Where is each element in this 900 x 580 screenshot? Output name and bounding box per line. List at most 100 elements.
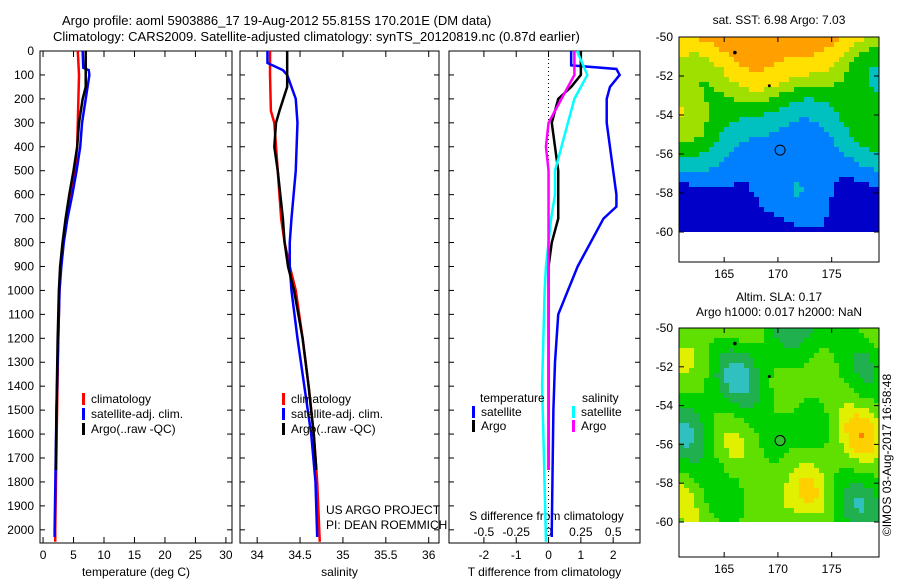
map-cell: [839, 82, 844, 87]
map-cell: [834, 438, 839, 443]
map-cell: [789, 448, 794, 453]
map-cell: [709, 142, 714, 147]
map-cell: [839, 448, 844, 453]
map-cell: [829, 147, 834, 152]
map-cell: [759, 508, 764, 513]
map-cell: [789, 503, 794, 508]
map-cell: [689, 107, 694, 112]
map-cell: [824, 87, 829, 92]
map-cell: [759, 42, 764, 47]
map-cell: [769, 508, 774, 513]
map-cell: [724, 348, 729, 353]
map-cell: [699, 453, 704, 458]
map-cell: [764, 433, 769, 438]
map-cell: [869, 192, 874, 197]
map-cell: [839, 493, 844, 498]
map-cell: [734, 182, 739, 187]
map-cell: [694, 202, 699, 207]
map-cell: [764, 167, 769, 172]
map-cell: [739, 37, 744, 42]
map-cell: [859, 107, 864, 112]
map-cell: [769, 403, 774, 408]
map-cell: [839, 217, 844, 222]
map-cell: [724, 513, 729, 518]
map-cell: [734, 42, 739, 47]
map-cell: [844, 463, 849, 468]
map-cell: [859, 438, 864, 443]
map-cell: [789, 62, 794, 67]
map-cell: [869, 147, 874, 152]
map-cell: [694, 338, 699, 343]
map-cell: [869, 87, 874, 92]
map-cell: [724, 388, 729, 393]
map-cell: [779, 197, 784, 202]
map-cell: [744, 388, 749, 393]
map-cell: [869, 72, 874, 77]
map-cell: [874, 117, 879, 122]
map-cell: [809, 508, 814, 513]
map-cell: [744, 433, 749, 438]
map-cell: [859, 363, 864, 368]
map-cell: [699, 443, 704, 448]
map-cell: [834, 398, 839, 403]
map-cell: [814, 513, 819, 518]
map-cell: [709, 503, 714, 508]
map-cell: [734, 62, 739, 67]
map-cell: [784, 187, 789, 192]
map-cell: [764, 378, 769, 383]
map-cell: [804, 338, 809, 343]
map-cell: [714, 187, 719, 192]
map-cell: [694, 197, 699, 202]
map-cell: [844, 468, 849, 473]
map-cell: [784, 217, 789, 222]
map-cell: [779, 187, 784, 192]
map-cell: [744, 328, 749, 333]
map-cell: [809, 132, 814, 137]
map-cell: [869, 152, 874, 157]
map-cell: [699, 152, 704, 157]
map-cell: [784, 463, 789, 468]
map-cell: [699, 192, 704, 197]
salinity-xlabel: salinity: [321, 565, 358, 579]
map-cell: [699, 338, 704, 343]
map-cell: [694, 182, 699, 187]
map-cell: [829, 67, 834, 72]
map-cell: [684, 468, 689, 473]
map-cell: [824, 498, 829, 503]
map-cell: [689, 147, 694, 152]
lat-tick-label: -58: [656, 476, 674, 490]
map-cell: [699, 107, 704, 112]
map-cell: [789, 202, 794, 207]
map-cell: [854, 498, 859, 503]
map-cell: [774, 127, 779, 132]
map-cell: [794, 112, 799, 117]
map-cell: [774, 187, 779, 192]
map-cell: [854, 518, 859, 522]
map-cell: [869, 388, 874, 393]
map-cell: [714, 57, 719, 62]
map-cell: [769, 37, 774, 42]
map-cell: [684, 378, 689, 383]
map-cell: [854, 37, 859, 42]
map-cell: [729, 112, 734, 117]
map-cell: [839, 403, 844, 408]
map-cell: [754, 373, 759, 378]
map-cell: [849, 458, 854, 463]
map-cell: [794, 67, 799, 72]
map-cell: [724, 177, 729, 182]
map-cell: [694, 508, 699, 513]
map-cell: [809, 443, 814, 448]
map-cell: [729, 403, 734, 408]
map-cell: [724, 147, 729, 152]
map-cell: [854, 393, 859, 398]
map-cell: [859, 197, 864, 202]
map-cell: [719, 92, 724, 97]
map-cell: [704, 202, 709, 207]
map-cell: [814, 503, 819, 508]
map-cell: [704, 217, 709, 222]
map-cell: [744, 42, 749, 47]
map-cell: [814, 192, 819, 197]
map-cell: [749, 358, 754, 363]
map-cell: [789, 328, 794, 333]
map-cell: [829, 503, 834, 508]
